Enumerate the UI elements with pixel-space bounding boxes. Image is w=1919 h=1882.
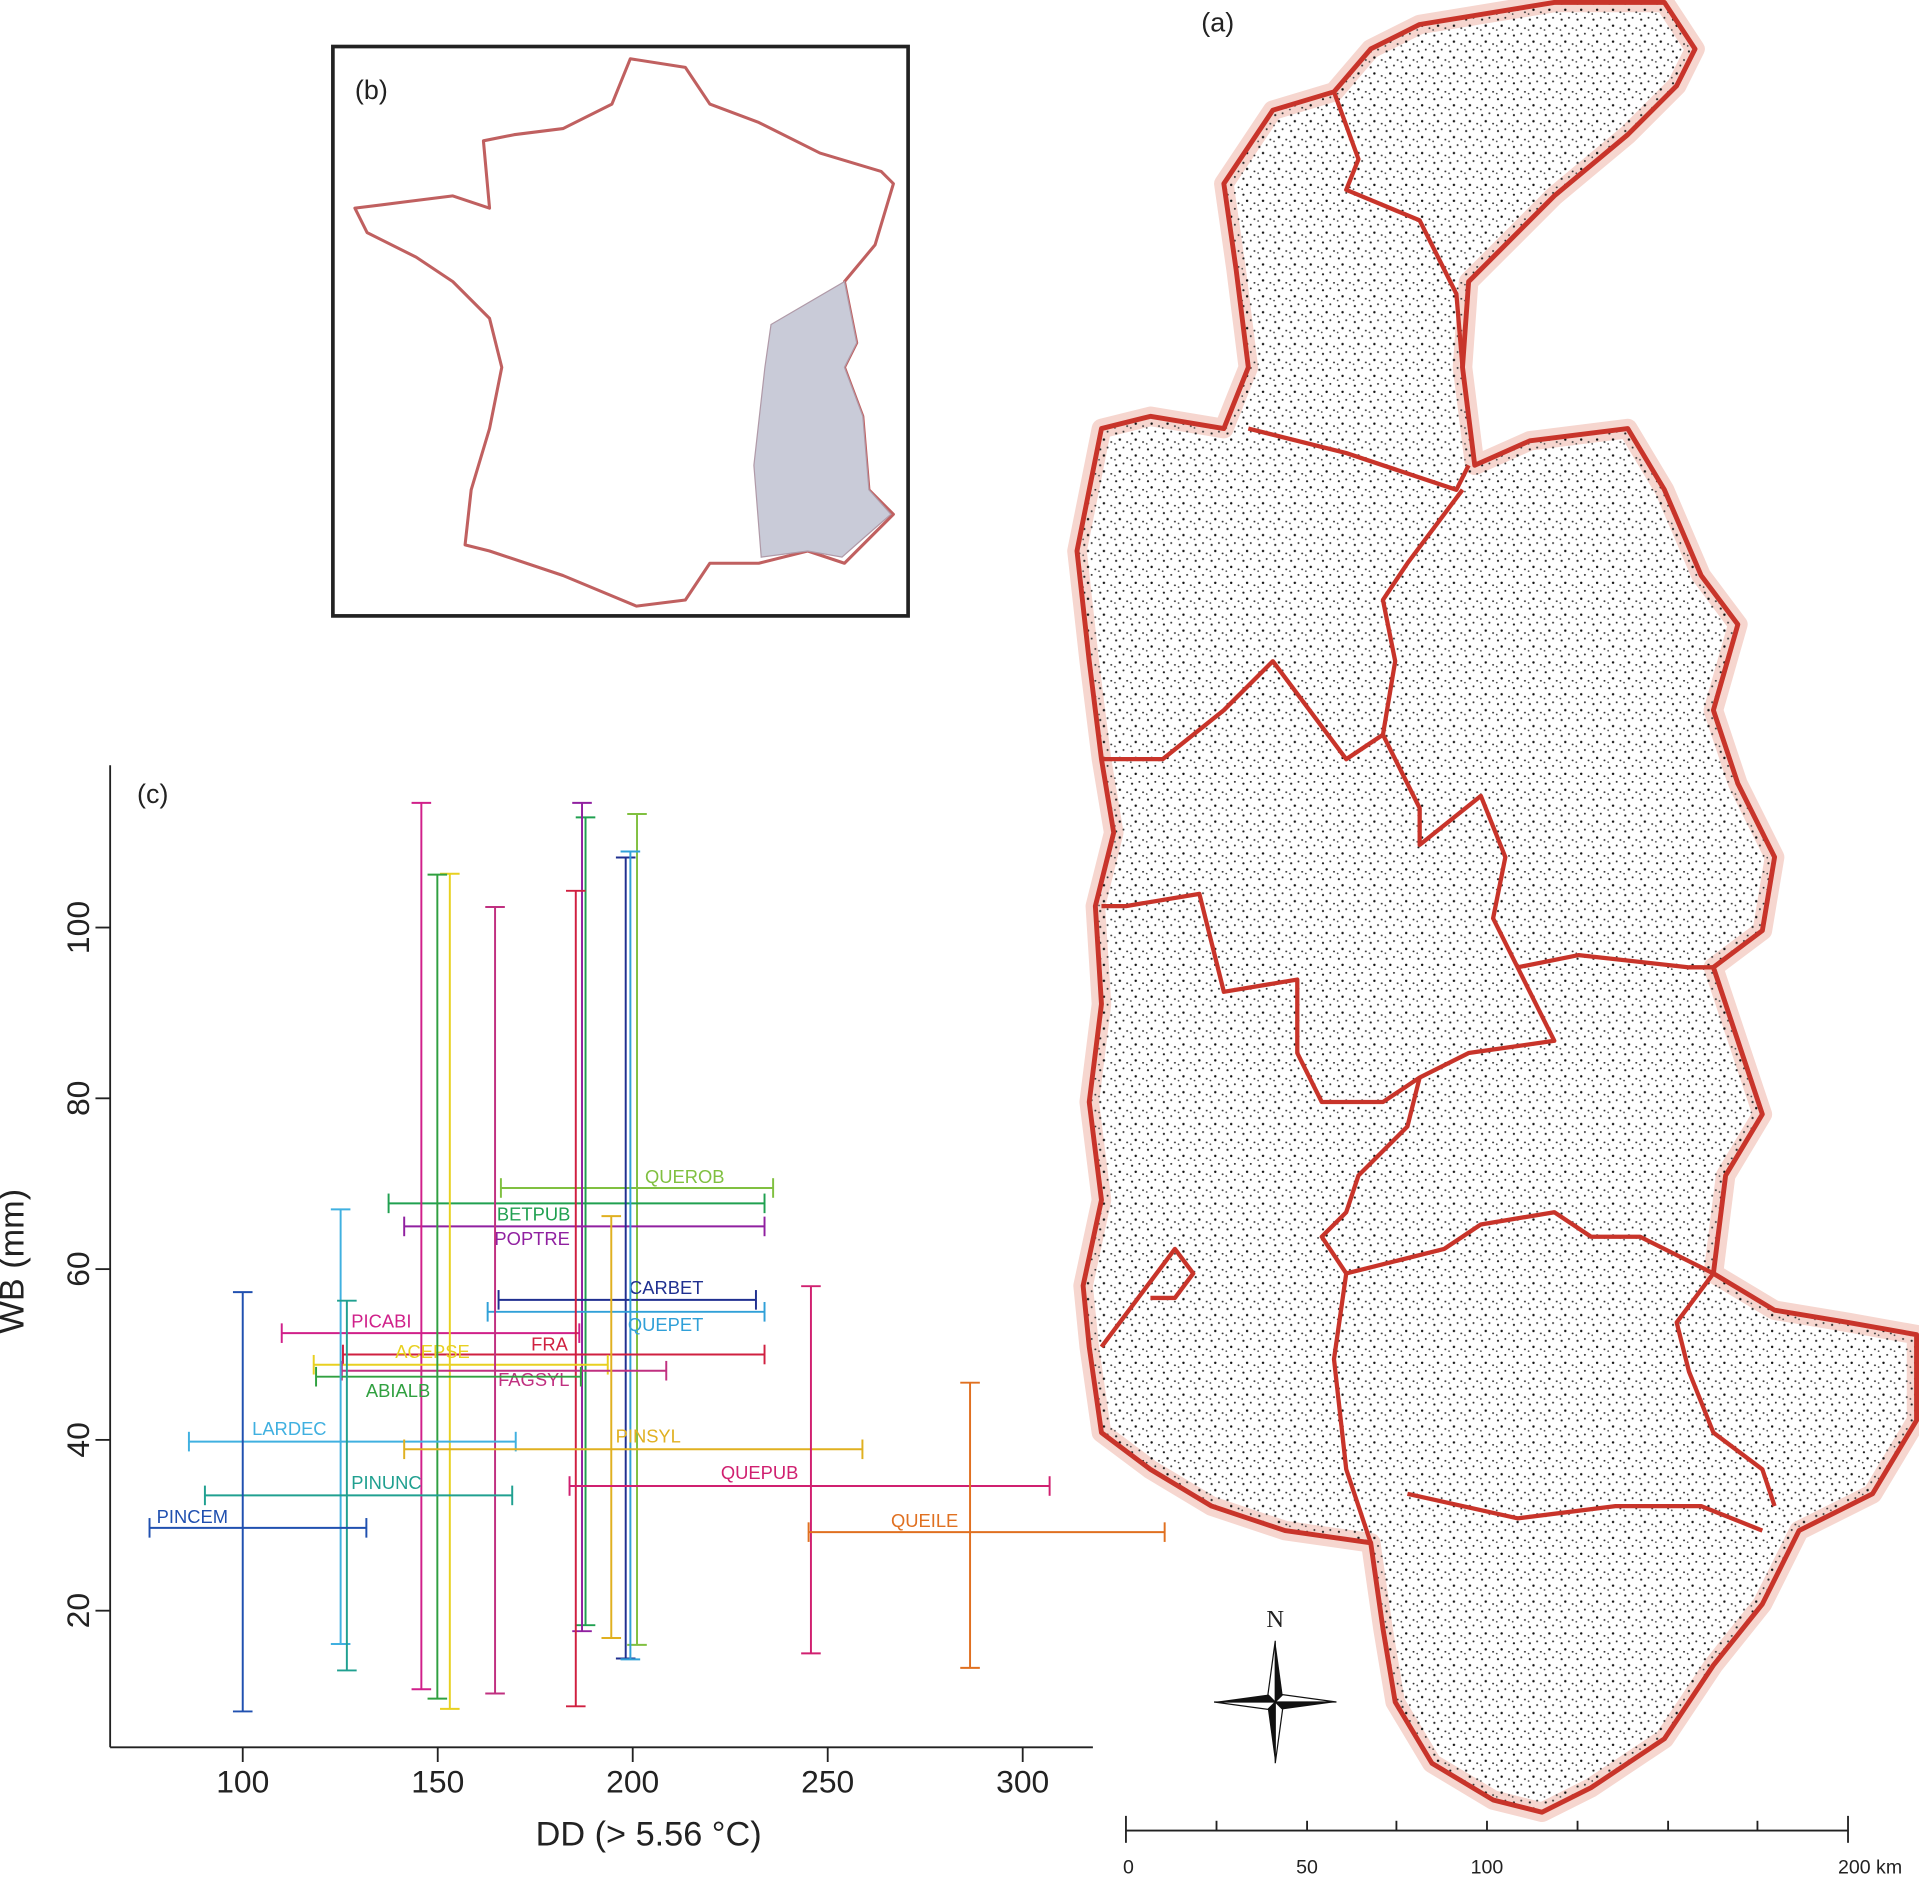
species-label: FRA — [531, 1334, 568, 1355]
inset: (b) — [331, 44, 910, 618]
species-label: CARBET — [629, 1277, 703, 1298]
y-tick-label: 60 — [60, 1251, 96, 1286]
y-tick-label: 100 — [60, 901, 96, 954]
species-label: QUEPET — [628, 1314, 703, 1335]
x-tick-label: 150 — [411, 1763, 464, 1799]
map-borders — [1099, 91, 1777, 1544]
panel-label: (c) — [137, 779, 168, 809]
panel-label: (a) — [1201, 8, 1234, 38]
scale-bar — [1125, 1815, 1849, 1843]
study-area — [753, 280, 892, 558]
scale-label: 200 km — [1838, 1857, 1902, 1879]
species-label: FAGSYL — [498, 1369, 569, 1390]
y-axis-title: WB (mm) — [0, 1189, 32, 1334]
species-label: LARDEC — [252, 1418, 326, 1439]
species-label: PINSYL — [616, 1425, 681, 1446]
x-axis-title: DD (> 5.56 °C) — [536, 1816, 762, 1854]
x-tick-label: 250 — [801, 1763, 854, 1799]
species-label: ACEPSE — [395, 1341, 469, 1362]
y-tick-label: 40 — [60, 1422, 96, 1457]
map: (a) N 0 50 100 200 km — [1067, 0, 1919, 1879]
panel-label: (b) — [355, 75, 388, 105]
species-label: BETPUB — [497, 1204, 570, 1225]
species-label: POPTRE — [494, 1228, 569, 1249]
species-label: PICABI — [351, 1310, 411, 1331]
scale-label: 0 — [1123, 1857, 1134, 1879]
y-tick-label: 80 — [60, 1081, 96, 1116]
x-tick-label: 200 — [606, 1763, 659, 1799]
species-label: QUEILE — [891, 1510, 958, 1531]
species-label: ABIALB — [366, 1380, 430, 1401]
north-label: N — [1266, 1606, 1284, 1633]
x-tick-label: 100 — [216, 1763, 269, 1799]
species-label: PINUNC — [351, 1472, 421, 1493]
compass: N — [1213, 1606, 1337, 1764]
species-label: QUEPUB — [721, 1462, 799, 1483]
y-tick-label: 20 — [60, 1593, 96, 1628]
scale-label: 50 — [1296, 1857, 1318, 1879]
species-label: PINCEM — [157, 1506, 228, 1527]
species-label: QUEROB — [645, 1166, 725, 1187]
scale-label: 100 — [1471, 1857, 1504, 1879]
x-tick-label: 300 — [996, 1763, 1049, 1799]
chart: (c) DD (> 5.56 °C) WB (mm) 100 150 200 250 3… — [0, 765, 1166, 1854]
scale-labels: 0 50 100 200 km — [1123, 1857, 1902, 1879]
